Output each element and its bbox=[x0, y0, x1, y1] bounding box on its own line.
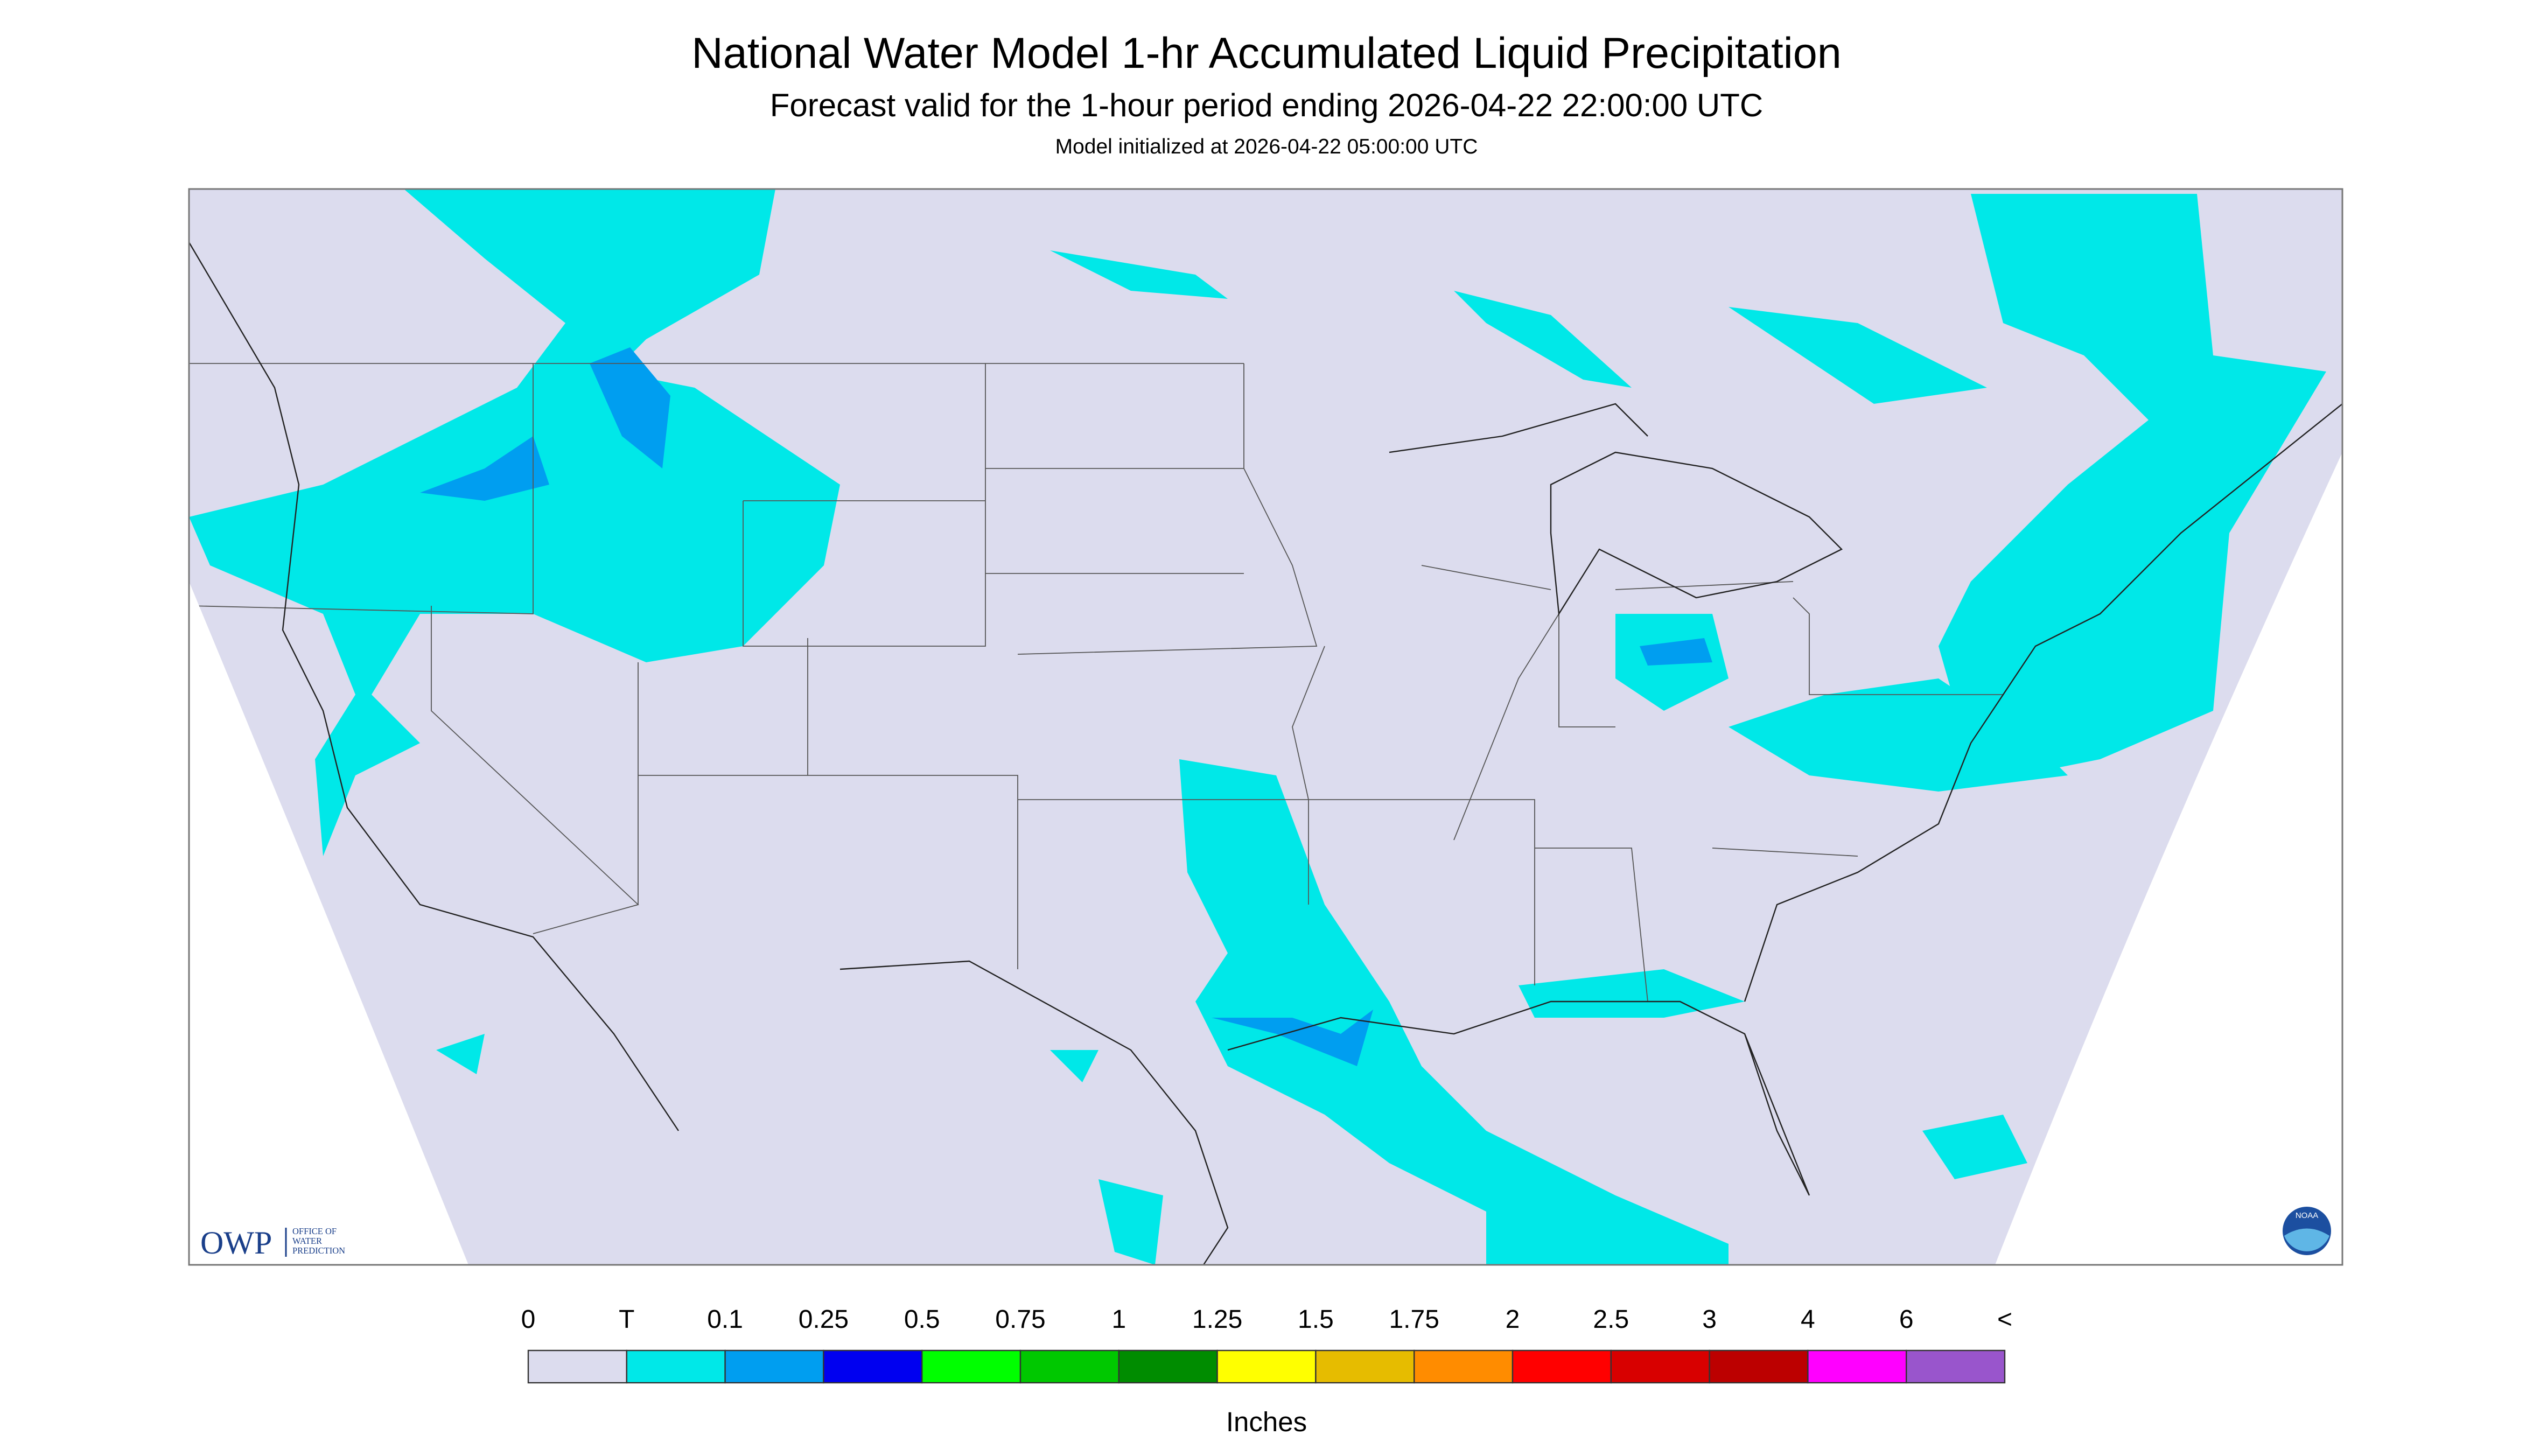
legend-swatch bbox=[1905, 1349, 2006, 1384]
precip-area bbox=[1050, 250, 1987, 404]
map: OWP OFFICE OF WATER PREDICTION NOAA bbox=[188, 188, 2343, 1266]
owp-logo: OWP bbox=[200, 1225, 272, 1261]
legend-label: 0.75 bbox=[995, 1305, 1045, 1334]
legend: 0 T 0.1 0.25 0.5 0.75 1 1.25 1.5 1.75 2 2.5 3 4 6 < bbox=[521, 1305, 2012, 1384]
legend-label: 2 bbox=[1506, 1305, 1520, 1334]
legend-swatch bbox=[527, 1349, 628, 1384]
legend-swatch bbox=[1807, 1349, 1907, 1384]
precip-area bbox=[1179, 759, 1729, 1265]
legend-label: 1.25 bbox=[1192, 1305, 1242, 1334]
legend-label: < bbox=[1997, 1305, 2012, 1334]
legend-swatch bbox=[1709, 1349, 1809, 1384]
legend-swatch bbox=[1216, 1349, 1317, 1384]
noaa-logo-wave bbox=[2284, 1228, 2329, 1251]
legend-label: 4 bbox=[1801, 1305, 1815, 1334]
legend-swatch bbox=[1512, 1349, 1612, 1384]
legend-swatch bbox=[823, 1349, 923, 1384]
legend-units: Inches bbox=[1226, 1406, 1307, 1437]
legend-label: 1.5 bbox=[1298, 1305, 1334, 1334]
legend-swatch bbox=[1315, 1349, 1415, 1384]
legend-label: 3 bbox=[1702, 1305, 1717, 1334]
precipitation bbox=[189, 189, 2326, 1265]
outside-domain bbox=[1995, 452, 2342, 1265]
legend-label: 1.75 bbox=[1389, 1305, 1439, 1334]
owp-text: PREDICTION bbox=[292, 1245, 345, 1256]
subtitle: Forecast valid for the 1-hour period end… bbox=[770, 87, 1763, 123]
legend-swatch bbox=[626, 1349, 726, 1384]
legend-label: 0.25 bbox=[799, 1305, 849, 1334]
title: National Water Model 1-hr Accumulated Li… bbox=[691, 29, 1842, 78]
legend-swatch bbox=[1118, 1349, 1218, 1384]
precip-area bbox=[1640, 638, 1712, 666]
legend-label: 0.5 bbox=[904, 1305, 940, 1334]
precip-area bbox=[189, 189, 840, 857]
legend-label: 2.5 bbox=[1593, 1305, 1629, 1334]
boundaries bbox=[188, 242, 2343, 1265]
legend-label: T bbox=[619, 1305, 634, 1334]
legend-swatch bbox=[1414, 1349, 1514, 1384]
precip-area bbox=[1939, 194, 2326, 776]
legend-label: 6 bbox=[1899, 1305, 1914, 1334]
precip-area bbox=[420, 347, 670, 501]
legend-swatch bbox=[1610, 1349, 1710, 1384]
owp-text: WATER bbox=[292, 1236, 322, 1246]
legend-label: 1 bbox=[1111, 1305, 1126, 1334]
legend-swatch bbox=[921, 1349, 1021, 1384]
precip-area bbox=[1212, 1010, 1373, 1067]
precip-area bbox=[1615, 614, 2068, 792]
noaa-text: NOAA bbox=[2296, 1211, 2319, 1220]
init-time: Model initialized at 2026-04-22 05:00:00… bbox=[1055, 135, 1478, 158]
legend-swatch bbox=[724, 1349, 824, 1384]
legend-label: 0 bbox=[521, 1305, 536, 1334]
map-frame bbox=[188, 188, 2343, 1266]
legend-label: 0.1 bbox=[707, 1305, 743, 1334]
outside-domain bbox=[189, 582, 468, 1265]
legend-swatch bbox=[1019, 1349, 1120, 1384]
owp-text: OFFICE OF bbox=[292, 1226, 337, 1236]
